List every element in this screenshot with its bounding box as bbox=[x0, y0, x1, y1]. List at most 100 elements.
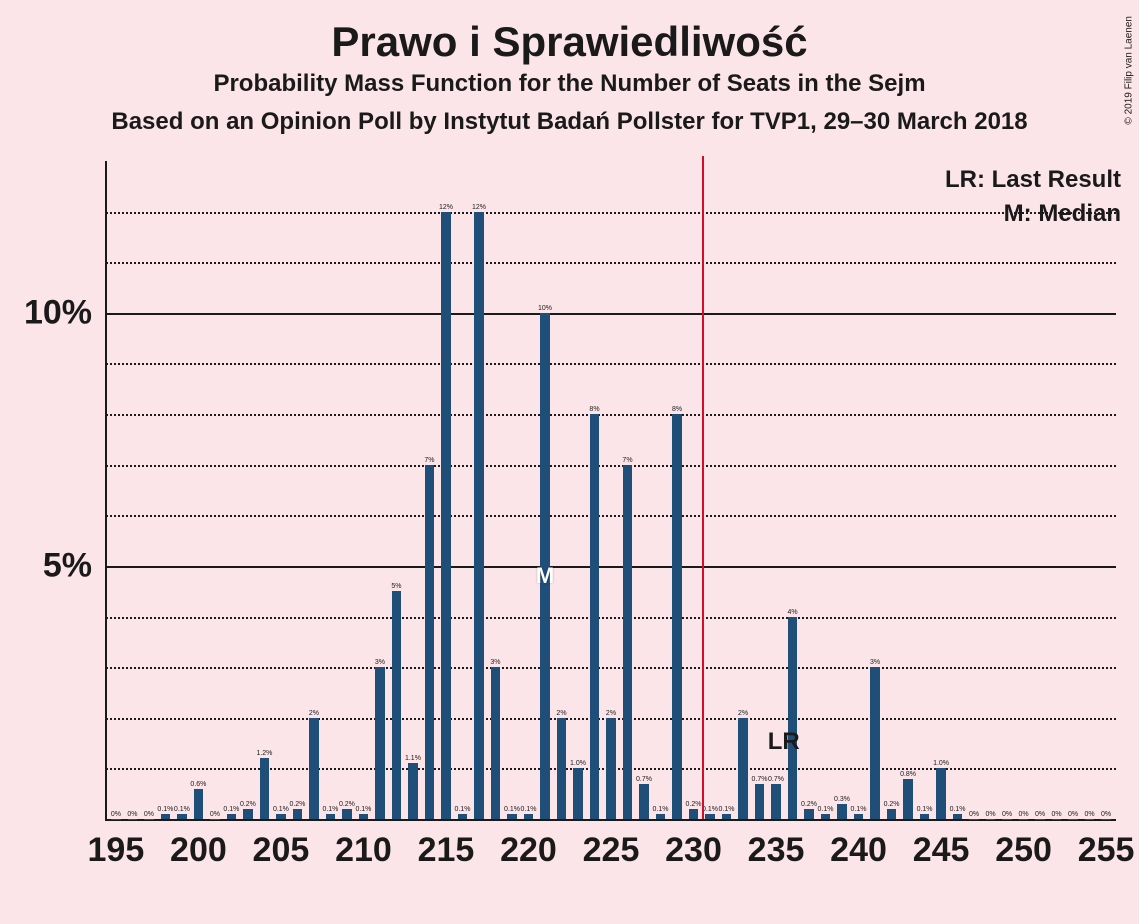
x-tick-label: 250 bbox=[995, 819, 1052, 870]
x-tick-label: 220 bbox=[500, 819, 557, 870]
bar: 0% bbox=[1052, 819, 1062, 820]
y-tick-label: 10% bbox=[24, 293, 106, 332]
bar-value-label: 1.1% bbox=[405, 755, 421, 763]
bar-value-label: 7% bbox=[424, 457, 434, 465]
bar: 7% bbox=[623, 465, 633, 819]
bar: 12% bbox=[441, 212, 451, 819]
bar: 0.8% bbox=[903, 779, 913, 819]
bar-value-label: 0.1% bbox=[719, 806, 735, 814]
bar-value-label: 8% bbox=[589, 406, 599, 414]
bar: 8% bbox=[672, 414, 682, 819]
bar-value-label: 0.1% bbox=[702, 806, 718, 814]
bar: 2% bbox=[738, 718, 748, 819]
bar-value-label: 4% bbox=[787, 609, 797, 617]
x-tick-label: 245 bbox=[913, 819, 970, 870]
bar: 0.1% bbox=[821, 814, 831, 819]
bar-value-label: 0.2% bbox=[686, 801, 702, 809]
bar-value-label: 0.1% bbox=[223, 806, 239, 814]
bar: 7% bbox=[425, 465, 435, 819]
bar: 0.2% bbox=[689, 809, 699, 819]
bar: 1.1% bbox=[408, 763, 418, 819]
bar-value-label: 0% bbox=[1002, 811, 1012, 819]
bar: 4% bbox=[788, 617, 798, 819]
bar: 0% bbox=[969, 819, 979, 820]
bar: 3% bbox=[491, 667, 501, 819]
bar: 0% bbox=[144, 819, 154, 820]
bar: 0.1% bbox=[326, 814, 336, 819]
bars-container: 0%0%0%0.1%0.1%0.6%0%0.1%0.2%1.2%0.1%0.2%… bbox=[106, 161, 1116, 819]
x-tick-label: 235 bbox=[748, 819, 805, 870]
bar: 0.1% bbox=[722, 814, 732, 819]
bar-value-label: 0.7% bbox=[768, 776, 784, 784]
bar-value-label: 0.1% bbox=[454, 806, 470, 814]
bar-value-label: 0.1% bbox=[818, 806, 834, 814]
bar: 0.3% bbox=[837, 804, 847, 819]
bar: 8% bbox=[590, 414, 600, 819]
bar-value-label: 7% bbox=[622, 457, 632, 465]
bar-value-label: 0.6% bbox=[190, 781, 206, 789]
x-tick-label: 255 bbox=[1078, 819, 1135, 870]
bar-value-label: 0.2% bbox=[884, 801, 900, 809]
bar: 0.2% bbox=[342, 809, 352, 819]
chart-subtitle-2: Based on an Opinion Poll by Instytut Bad… bbox=[0, 108, 1139, 136]
bar-value-label: 2% bbox=[309, 710, 319, 718]
bar-value-label: 0.7% bbox=[636, 776, 652, 784]
bar-value-label: 0.1% bbox=[917, 806, 933, 814]
bar: 3% bbox=[375, 667, 385, 819]
x-tick-label: 195 bbox=[88, 819, 145, 870]
bar-value-label: 0% bbox=[210, 811, 220, 819]
bar: 0.6% bbox=[194, 789, 204, 819]
last-result-label: LR bbox=[768, 728, 800, 756]
bar-value-label: 0.1% bbox=[355, 806, 371, 814]
x-tick-label: 240 bbox=[830, 819, 887, 870]
bar-value-label: 1.2% bbox=[256, 750, 272, 758]
bar-value-label: 2% bbox=[606, 710, 616, 718]
bar: 0% bbox=[1068, 819, 1078, 820]
bar-value-label: 0% bbox=[127, 811, 137, 819]
bar-value-label: 2% bbox=[556, 710, 566, 718]
bar: 0% bbox=[986, 819, 996, 820]
bar-value-label: 0.1% bbox=[174, 806, 190, 814]
last-result-line bbox=[702, 156, 704, 819]
bar: 1.0% bbox=[936, 768, 946, 819]
bar-value-label: 0% bbox=[1101, 811, 1111, 819]
chart-title: Prawo i Sprawiedliwość bbox=[0, 0, 1139, 66]
x-tick-label: 205 bbox=[253, 819, 310, 870]
copyright-text: © 2019 Filip van Laenen bbox=[1124, 16, 1135, 125]
bar-value-label: 0.1% bbox=[851, 806, 867, 814]
bar-value-label: 0.2% bbox=[339, 801, 355, 809]
bar-value-label: 0.1% bbox=[504, 806, 520, 814]
bar-value-label: 0% bbox=[986, 811, 996, 819]
x-tick-label: 225 bbox=[583, 819, 640, 870]
bar-value-label: 0% bbox=[1035, 811, 1045, 819]
bar: 0.7% bbox=[639, 784, 649, 819]
x-tick-label: 230 bbox=[665, 819, 722, 870]
bar: 3% bbox=[870, 667, 880, 819]
bar-value-label: 0% bbox=[144, 811, 154, 819]
x-tick-label: 215 bbox=[418, 819, 475, 870]
bar-value-label: 10% bbox=[538, 305, 552, 313]
bar: 0.1% bbox=[161, 814, 171, 819]
bar: 0.2% bbox=[887, 809, 897, 819]
bar-value-label: 1.0% bbox=[933, 760, 949, 768]
bar-value-label: 0% bbox=[111, 811, 121, 819]
bar-value-label: 12% bbox=[472, 204, 486, 212]
bar-value-label: 0.1% bbox=[950, 806, 966, 814]
bar-value-label: 1.0% bbox=[570, 760, 586, 768]
bar-value-label: 0% bbox=[1019, 811, 1029, 819]
median-marker: M bbox=[536, 563, 554, 589]
bar: 1.2% bbox=[260, 758, 270, 819]
bar: 5% bbox=[392, 591, 402, 819]
bar: 2% bbox=[606, 718, 616, 819]
bar-value-label: 2% bbox=[738, 710, 748, 718]
x-tick-label: 200 bbox=[170, 819, 227, 870]
bar-value-label: 0.1% bbox=[157, 806, 173, 814]
bar-value-label: 0% bbox=[1085, 811, 1095, 819]
plot-area: 5%10% 0%0%0%0.1%0.1%0.6%0%0.1%0.2%1.2%0.… bbox=[106, 161, 1116, 819]
bar-value-label: 0.2% bbox=[289, 801, 305, 809]
chart-subtitle-1: Probability Mass Function for the Number… bbox=[0, 70, 1139, 98]
bar-value-label: 0.8% bbox=[900, 771, 916, 779]
bar-value-label: 0.1% bbox=[520, 806, 536, 814]
bar: 1.0% bbox=[573, 768, 583, 819]
bar: 0.1% bbox=[656, 814, 666, 819]
